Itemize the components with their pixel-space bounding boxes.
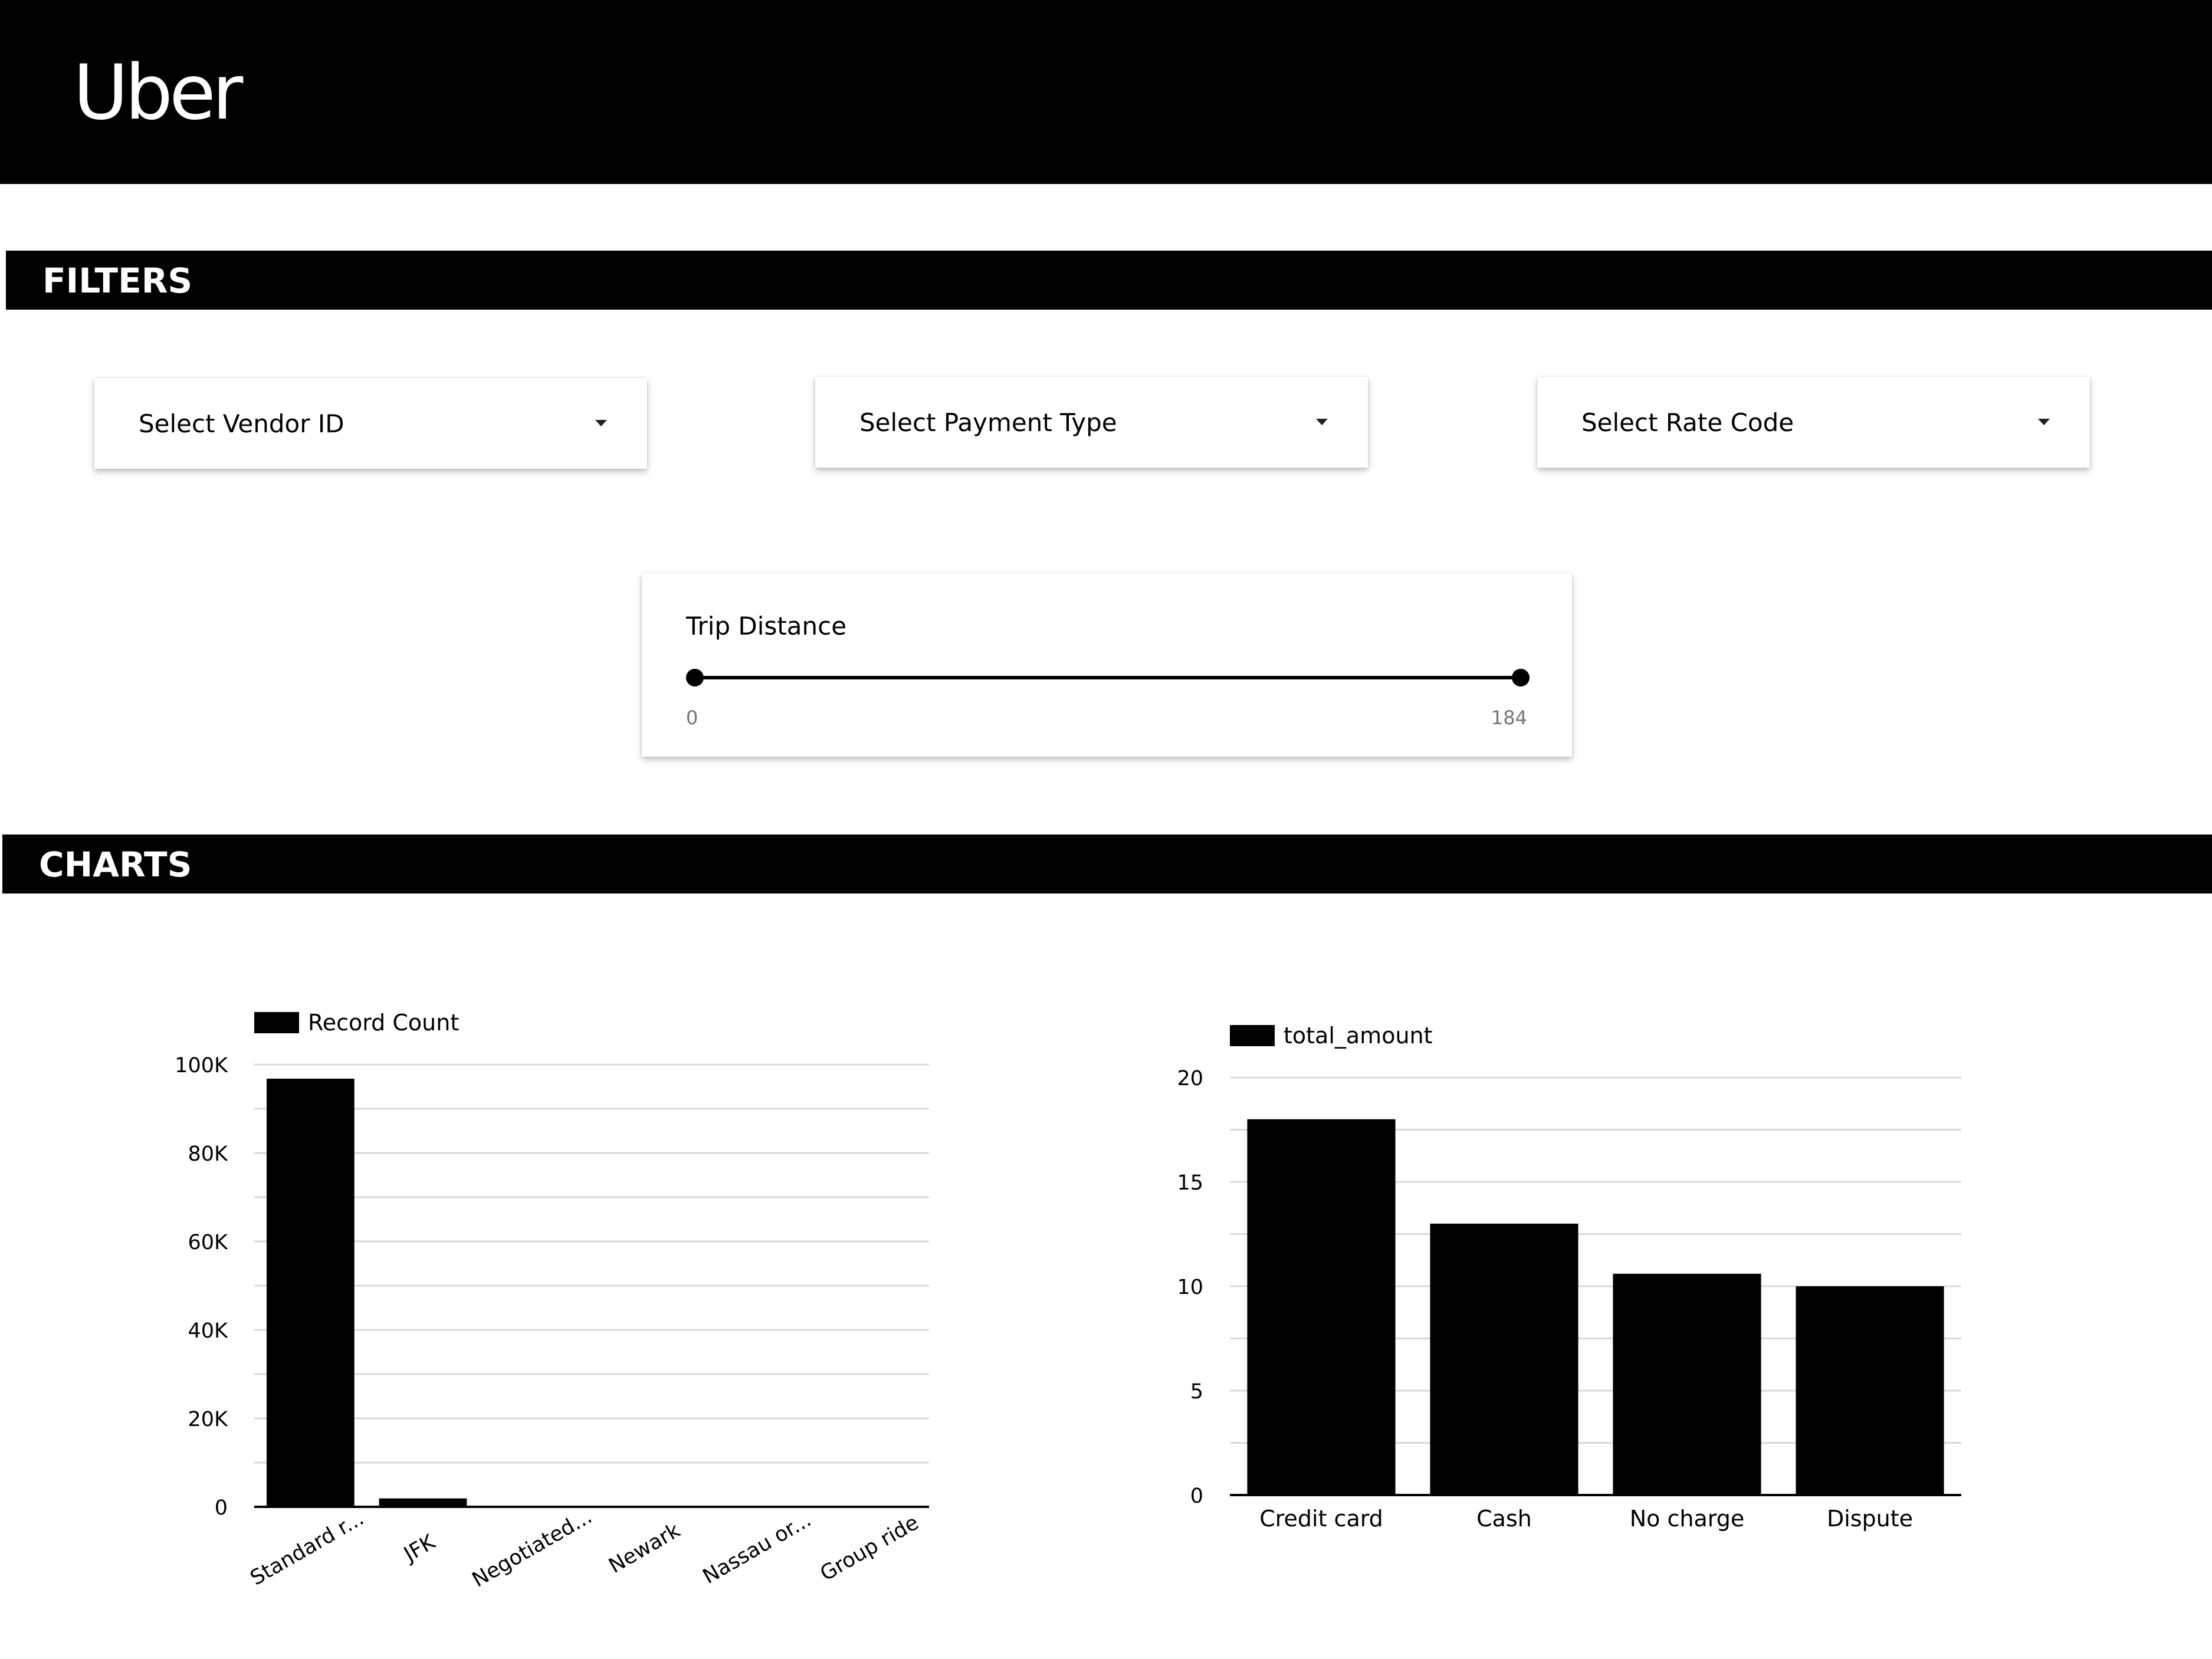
payment-type-dropdown[interactable]: Select Payment Type: [815, 377, 1368, 468]
bar: [1247, 1119, 1396, 1495]
chevron-down-icon: [595, 420, 607, 426]
y-tick-label: 20K: [188, 1408, 229, 1431]
payment-type-dropdown-label: Select Payment Type: [859, 408, 1117, 437]
bar: [379, 1498, 467, 1507]
chevron-down-icon: [1316, 419, 1328, 425]
y-tick-label: 80K: [188, 1142, 229, 1166]
chevron-down-icon: [2038, 419, 2050, 425]
legend-swatch: [254, 1012, 299, 1033]
legend-label: total_amount: [1284, 1023, 1433, 1049]
rate-code-dropdown[interactable]: Select Rate Code: [1537, 377, 2090, 468]
trip-distance-max-handle[interactable]: [1512, 669, 1530, 686]
header-bar: Uber: [0, 0, 2212, 184]
legend-swatch: [1230, 1025, 1275, 1046]
rate-code-dropdown-label: Select Rate Code: [1581, 408, 1794, 437]
vendor-id-dropdown-label: Select Vendor ID: [139, 409, 344, 438]
charts-section-header: CHARTS: [2, 835, 2212, 893]
trip-distance-slider-card: Trip Distance 0 184: [642, 573, 1572, 757]
x-tick-label: Credit card: [1259, 1506, 1383, 1532]
trip-distance-slider-track[interactable]: [694, 676, 1521, 679]
bar: [266, 1079, 355, 1507]
y-tick-label: 0: [1190, 1484, 1203, 1508]
y-tick-label: 0: [215, 1496, 228, 1520]
x-tick-label: No charge: [1630, 1506, 1744, 1532]
y-tick-label: 40K: [188, 1319, 229, 1343]
y-tick-label: 5: [1190, 1380, 1203, 1404]
x-tick-label: Cash: [1476, 1506, 1532, 1532]
trip-distance-max-value: 184: [1491, 707, 1527, 729]
y-tick-label: 60K: [188, 1231, 229, 1254]
y-tick-label: 15: [1177, 1171, 1203, 1195]
uber-logo: Uber: [73, 49, 243, 137]
y-tick-label: 20: [1177, 1067, 1203, 1090]
bar: [1796, 1286, 1944, 1495]
trip-distance-min-handle[interactable]: [686, 669, 704, 686]
y-tick-label: 100K: [175, 1054, 228, 1077]
trip-distance-min-value: 0: [686, 707, 698, 729]
vendor-id-dropdown[interactable]: Select Vendor ID: [94, 378, 647, 469]
y-tick-label: 10: [1177, 1276, 1203, 1299]
bar: [1430, 1223, 1578, 1495]
filters-section-header: FILTERS: [6, 251, 2212, 310]
trip-distance-label: Trip Distance: [686, 612, 847, 640]
bar: [1613, 1273, 1761, 1495]
filters-section-title: FILTERS: [42, 261, 193, 301]
charts-section-title: CHARTS: [39, 845, 192, 885]
x-tick-label: Dispute: [1827, 1506, 1913, 1532]
legend-label: Record Count: [308, 1010, 459, 1036]
